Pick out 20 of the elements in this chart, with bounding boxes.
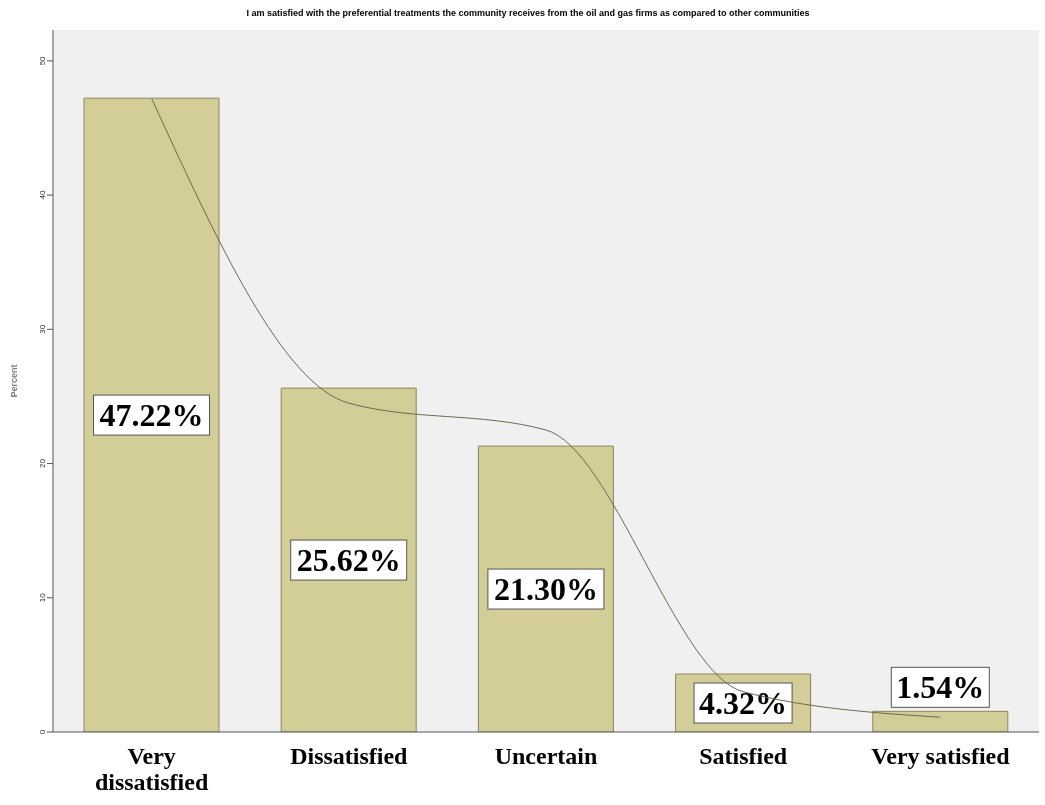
chart-title: I am satisfied with the preferential treatments the community receives from the oil and gas firms as compared to other communities	[245, 8, 811, 20]
data-label: 25.62%	[296, 542, 401, 579]
x-tick-label: Very dissatisfied	[94, 743, 209, 795]
x-tick-label: Satisfied	[699, 743, 788, 769]
x-tick-label: Very satisfied	[871, 743, 1011, 769]
data-label: 21.30%	[493, 571, 598, 608]
y-axis-title: Percent	[9, 364, 20, 398]
data-label: 1.54%	[896, 669, 985, 706]
y-tick-label: 20	[38, 458, 47, 468]
data-label: 47.22%	[99, 397, 204, 434]
y-tick-label: 0	[38, 729, 47, 735]
y-tick-label: 40	[38, 190, 47, 200]
bar	[83, 97, 220, 732]
bar	[280, 387, 417, 732]
y-tick-label: 50	[38, 55, 47, 66]
x-tick-label: Uncertain	[494, 743, 598, 769]
y-tick-label: 10	[38, 592, 47, 603]
data-label: 4.32%	[699, 685, 788, 722]
x-tick-label: Dissatisfied	[290, 743, 409, 769]
y-tick-label: 30	[38, 324, 47, 334]
